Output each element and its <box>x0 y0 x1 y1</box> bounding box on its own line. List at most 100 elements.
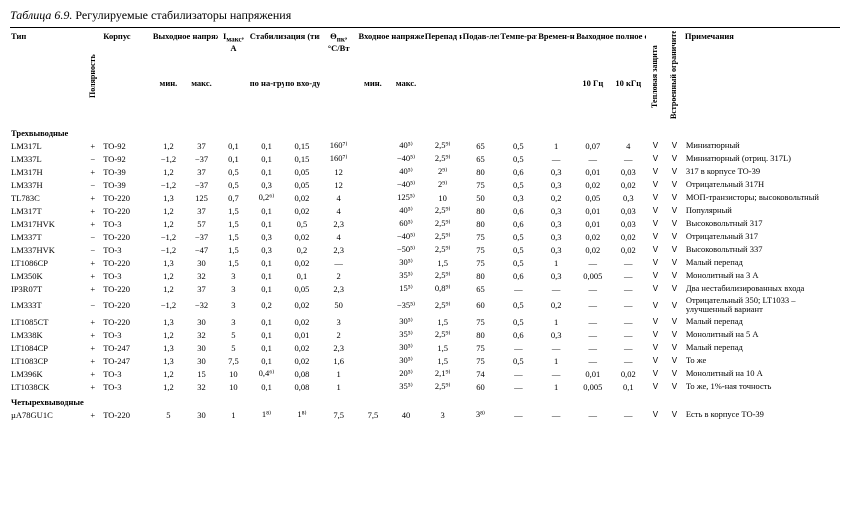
col-vout-min: мин. <box>152 78 185 125</box>
cell-prot: V <box>646 165 665 178</box>
cell-sline: 0,01 <box>284 328 319 341</box>
cell-ripple: 75 <box>462 230 500 243</box>
cell-z10k: — <box>611 295 646 315</box>
cell-sline: 0,02 <box>284 354 319 367</box>
cell-vmax: 57 <box>185 217 218 230</box>
col-notes: Примечания <box>684 31 840 124</box>
cell-notes: Отрицательный 317 <box>684 230 840 243</box>
cell-vimax: 40⁵⁾ <box>388 139 423 152</box>
cell-prot: V <box>646 139 665 152</box>
cell-type: TL783C <box>10 191 83 204</box>
cell-imax: 1,5 <box>218 204 249 217</box>
cell-notes: 317 в корпусе TO-39 <box>684 165 840 178</box>
cell-vmin: 1,2 <box>152 204 185 217</box>
cell-z10k: — <box>611 341 646 354</box>
cell-sline: 0,15 <box>284 139 319 152</box>
cell-z10k: 0,02 <box>611 230 646 243</box>
cell-drop: 2,5⁹⁾ <box>424 380 462 393</box>
cell-case: TO-220 <box>102 295 152 315</box>
cell-pol: + <box>83 217 102 230</box>
cell-temp: 0,5 <box>499 315 537 328</box>
cell-vmin: 1,3 <box>152 354 185 367</box>
cell-ripple: 65 <box>462 282 500 295</box>
table-row: LM317L+TO-921,2370,10,10,15160⁷⁾40⁵⁾2,5⁹… <box>10 139 840 152</box>
cell-case: TO-3 <box>102 367 152 380</box>
cell-cur: V <box>665 139 684 152</box>
cell-z10k: 0,1 <box>611 380 646 393</box>
cell-drop: 3 <box>424 408 462 421</box>
cell-sline: 0,05 <box>284 282 319 295</box>
cell-z10k: 0,02 <box>611 243 646 256</box>
cell-vmin: 1,2 <box>152 367 185 380</box>
cell-z10k: — <box>611 256 646 269</box>
cell-z10k: — <box>611 152 646 165</box>
cell-vimin <box>358 367 389 380</box>
table-row: LM333T−TO-220−1,2−3230,20,0250−35⁵⁾2,5⁹⁾… <box>10 295 840 315</box>
cell-case: TO-92 <box>102 152 152 165</box>
cell-vmax: 15 <box>185 367 218 380</box>
cell-vimax: 15⁵⁾ <box>388 282 423 295</box>
cell-time: — <box>537 341 575 354</box>
cell-z10k: — <box>611 408 646 421</box>
cell-time: 0,3 <box>537 204 575 217</box>
cell-temp: — <box>499 282 537 295</box>
cell-cur: V <box>665 178 684 191</box>
col-vin: Входное напряжение, В <box>358 31 424 78</box>
cell-notes: Монолитный на 10 А <box>684 367 840 380</box>
cell-sline: 0,2 <box>284 243 319 256</box>
cell-temp: — <box>499 341 537 354</box>
cell-temp: 0,6 <box>499 217 537 230</box>
cell-type: LM337L <box>10 152 83 165</box>
cell-z10k: 0,02 <box>611 178 646 191</box>
table-title: Регулируемые стабилизаторы напряжения <box>75 8 291 22</box>
cell-prot: V <box>646 152 665 165</box>
cell-vmin: −1,2 <box>152 152 185 165</box>
cell-imax: 10 <box>218 367 249 380</box>
cell-z10: 0,005 <box>575 269 610 282</box>
cell-vmin: −1,2 <box>152 243 185 256</box>
table-row: LT1086CP+TO-2201,3301,50,10,02—30⁵⁾1,575… <box>10 256 840 269</box>
cell-time: 0,3 <box>537 178 575 191</box>
cell-vimin <box>358 282 389 295</box>
cell-vmin: 1,3 <box>152 341 185 354</box>
cell-pol: − <box>83 295 102 315</box>
cell-theta: 2,3 <box>320 243 358 256</box>
cell-vimin: 7,5 <box>358 408 389 421</box>
col-case: Корпус <box>102 31 152 124</box>
col-imax: Iмакс,А <box>218 31 249 124</box>
cell-sload: 0,3 <box>249 178 284 191</box>
cell-z10: 0,02 <box>575 243 610 256</box>
cell-temp: 0,6 <box>499 204 537 217</box>
cell-vmax: 30 <box>185 408 218 421</box>
cell-cur: V <box>665 380 684 393</box>
cell-z10: — <box>575 408 610 421</box>
cell-notes: Популярный <box>684 204 840 217</box>
col-time: Времен-ная ста-биль-ность⁴⁾ (макс.), % <box>537 31 575 124</box>
cell-prot: V <box>646 217 665 230</box>
cell-vimin <box>358 204 389 217</box>
cell-ripple: 80 <box>462 328 500 341</box>
cell-theta: 2,3 <box>320 217 358 230</box>
col-curlim: Встроенный ограничитель тока <box>665 31 684 124</box>
cell-sload: 1⁸⁾ <box>249 408 284 421</box>
cell-temp: 0,5 <box>499 295 537 315</box>
cell-z10: — <box>575 256 610 269</box>
table-row: LM337L−TO-92−1,2−370,10,10,15160⁷⁾−40⁵⁾2… <box>10 152 840 165</box>
cell-theta: 4 <box>320 230 358 243</box>
cell-sload: 0,1 <box>249 165 284 178</box>
cell-sload: 0,1 <box>249 341 284 354</box>
cell-case: TO-220 <box>102 408 152 421</box>
col-vin-min: мин. <box>358 78 389 125</box>
cell-ripple: 80 <box>462 165 500 178</box>
cell-z10: 0,01 <box>575 367 610 380</box>
cell-case: TO-3 <box>102 217 152 230</box>
cell-z10: 0,02 <box>575 178 610 191</box>
cell-theta: 2,3 <box>320 341 358 354</box>
col-vout-max: макс. <box>185 78 218 125</box>
cell-case: TO-247 <box>102 354 152 367</box>
cell-notes: То же, 1%-ная точность <box>684 380 840 393</box>
cell-cur: V <box>665 256 684 269</box>
table-row: LM337T−TO-220−1,2−371,50,30,024−40⁵⁾2,5⁹… <box>10 230 840 243</box>
cell-case: TO-39 <box>102 165 152 178</box>
cell-vimin <box>358 354 389 367</box>
